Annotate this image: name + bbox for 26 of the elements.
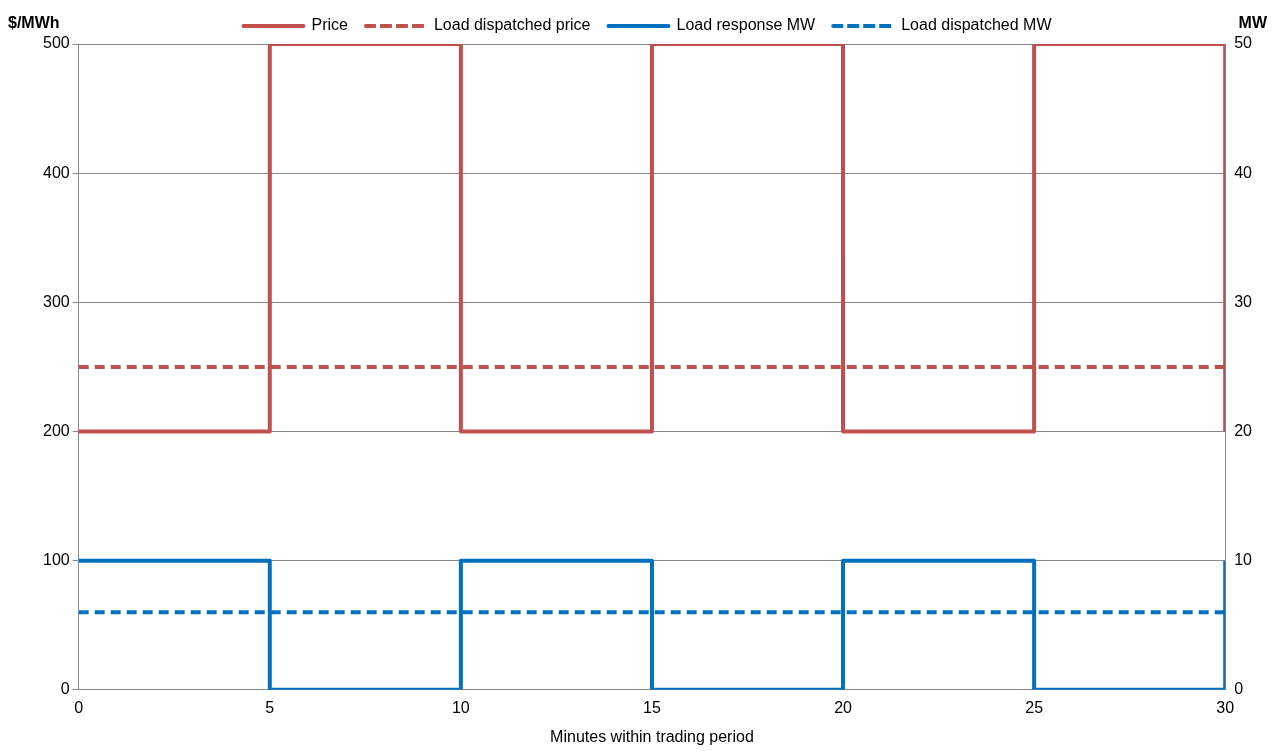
x-axis-title: Minutes within trading period [550,728,754,746]
x-tick-label: 30 [1216,698,1235,716]
legend-label: Load dispatched MW [901,16,1053,34]
x-tick-label: 0 [74,698,84,716]
y-tick-label: 300 [42,292,70,310]
y2-tick-label: 0 [1234,680,1244,698]
legend-label: Load response MW [676,16,817,34]
y2-tick-label: 40 [1234,163,1253,181]
x-tick-label: 10 [451,698,470,716]
legend-label: Price [311,16,349,34]
y2-tick-label: 50 [1234,34,1253,52]
y-tick-label: 0 [60,680,70,698]
y-tick-label: 500 [42,34,70,52]
y2-axis-title: MW [1238,14,1268,32]
x-tick-label: 20 [834,698,853,716]
x-tick-label: 5 [265,698,275,716]
y2-tick-label: 10 [1234,551,1253,569]
y-tick-label: 200 [42,421,70,439]
y2-tick-label: 20 [1234,421,1253,439]
y-tick-label: 100 [42,551,70,569]
x-tick-label: 15 [643,698,661,716]
legend-label: Load dispatched price [433,16,591,34]
y-tick-label: 400 [42,163,70,181]
y2-tick-label: 30 [1234,292,1253,310]
y-axis-title: $/MWh [8,14,60,32]
x-tick-label: 25 [1025,698,1044,716]
